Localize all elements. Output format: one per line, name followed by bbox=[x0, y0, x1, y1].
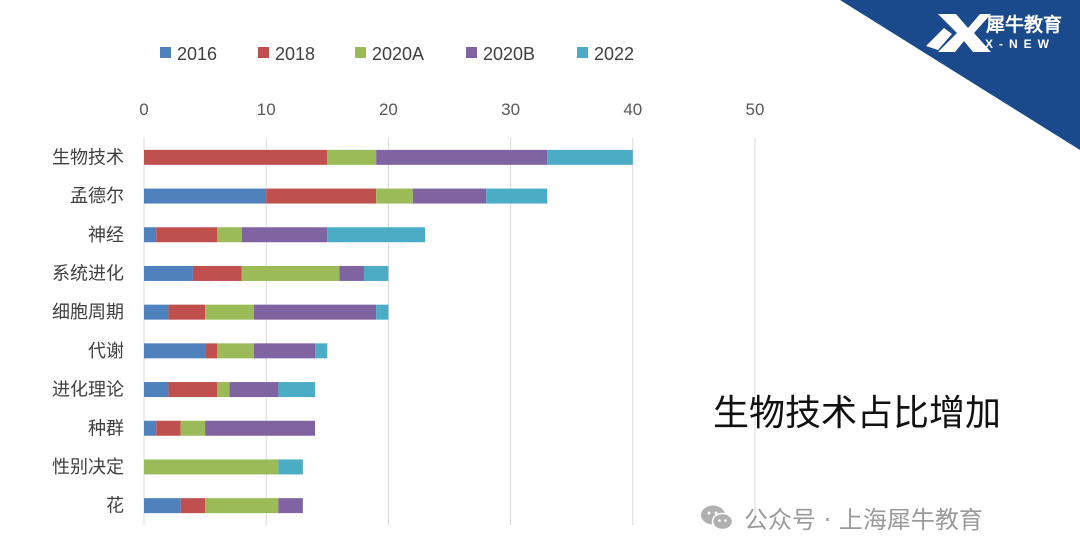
x-tick-label: 30 bbox=[501, 100, 520, 119]
bar-segment-2020B bbox=[376, 149, 548, 165]
chart-legend: 2016 2018 2020A 2020B 2022 bbox=[160, 44, 634, 64]
legend-item-2020A: 2020A bbox=[355, 44, 424, 64]
category-label: 孟德尔 bbox=[70, 186, 124, 207]
category-label: 花 bbox=[106, 496, 124, 517]
bar-segment-2020A bbox=[205, 498, 279, 514]
chart-bars bbox=[144, 149, 633, 514]
bar-segment-2020A bbox=[180, 420, 206, 436]
watermark: 公众号 · 上海犀牛教育 bbox=[700, 500, 983, 535]
bar-segment-2020A bbox=[205, 304, 254, 320]
x-axis-ticks: 0 10 20 30 40 50 bbox=[139, 100, 764, 119]
x-tick-label: 10 bbox=[257, 100, 276, 119]
category-label: 种群 bbox=[88, 418, 124, 439]
chart-annotation: 生物技术占比增加 bbox=[713, 393, 1002, 434]
legend-swatch bbox=[577, 47, 588, 58]
bar-segment-2016 bbox=[144, 265, 193, 281]
watermark-text: 公众号 · 上海犀牛教育 bbox=[744, 506, 983, 534]
bar-segment-2018 bbox=[180, 498, 206, 514]
bar-segment-2020B bbox=[205, 420, 316, 436]
bar-segment-2020A bbox=[217, 382, 230, 398]
bar-segment-2020B bbox=[253, 304, 377, 320]
legend-item-2020B: 2020B bbox=[466, 44, 535, 64]
bar-segment-2022 bbox=[376, 304, 389, 320]
bar-segment-2016 bbox=[144, 343, 206, 359]
category-label: 进化理论 bbox=[52, 380, 124, 401]
bar-segment-2020B bbox=[339, 265, 364, 281]
bar-segment-2020A bbox=[241, 265, 340, 281]
category-label: 细胞周期 bbox=[52, 302, 124, 323]
bar-segment-2018 bbox=[168, 382, 218, 398]
bar-segment-2016 bbox=[144, 304, 169, 320]
bar-segment-2020A bbox=[144, 459, 279, 475]
legend-swatch bbox=[466, 47, 477, 58]
bar-segment-2018 bbox=[156, 420, 181, 436]
legend-label: 2020A bbox=[372, 44, 424, 64]
bar-segment-2016 bbox=[144, 420, 157, 436]
x-tick-label: 0 bbox=[139, 100, 148, 119]
bar-segment-2020A bbox=[376, 188, 413, 204]
category-label: 代谢 bbox=[88, 341, 124, 362]
category-label: 性别决定 bbox=[52, 457, 124, 478]
legend-swatch bbox=[355, 47, 366, 58]
bar-segment-2016 bbox=[144, 498, 181, 514]
corner-logo-banner bbox=[840, 0, 1080, 150]
legend-label: 2018 bbox=[275, 44, 315, 64]
legend-item-2018: 2018 bbox=[258, 44, 315, 64]
bar-segment-2018 bbox=[266, 188, 377, 204]
bar-segment-2022 bbox=[327, 227, 426, 243]
bar-segment-2022 bbox=[363, 265, 389, 281]
legend-label: 2022 bbox=[594, 44, 634, 64]
bar-segment-2022 bbox=[278, 459, 303, 475]
bar-segment-2022 bbox=[278, 382, 316, 398]
wechat-icon bbox=[701, 505, 734, 530]
bar-segment-2020B bbox=[241, 227, 328, 243]
legend-item-2022: 2022 bbox=[577, 44, 634, 64]
bar-segment-2022 bbox=[315, 343, 328, 359]
bar-segment-2020B bbox=[253, 343, 316, 359]
bar-segment-2020A bbox=[327, 149, 377, 165]
bar-segment-2022 bbox=[486, 188, 548, 204]
brand-name: 犀牛教育 bbox=[986, 14, 1063, 36]
xnew-logo-icon bbox=[926, 14, 991, 52]
bar-segment-2018 bbox=[156, 227, 218, 243]
bar-segment-2016 bbox=[144, 382, 169, 398]
legend-swatch bbox=[160, 47, 171, 58]
bar-segment-2020A bbox=[217, 343, 254, 359]
x-tick-label: 20 bbox=[379, 100, 398, 119]
x-tick-label: 40 bbox=[623, 100, 642, 119]
bar-segment-2020A bbox=[217, 227, 242, 243]
bar-segment-2022 bbox=[547, 149, 633, 165]
bar-segment-2018 bbox=[144, 149, 328, 165]
legend-label: 2020B bbox=[483, 44, 535, 64]
legend-label: 2016 bbox=[177, 44, 217, 64]
category-label: 生物技术 bbox=[52, 147, 124, 168]
bar-segment-2020B bbox=[278, 498, 303, 514]
category-label: 神经 bbox=[88, 225, 124, 246]
bar-segment-2016 bbox=[144, 188, 267, 204]
x-tick-label: 50 bbox=[746, 100, 765, 119]
bar-segment-2020B bbox=[229, 382, 279, 398]
brand-name-en: X-NEW bbox=[985, 37, 1055, 51]
bar-segment-2018 bbox=[205, 343, 218, 359]
bar-segment-2018 bbox=[168, 304, 206, 320]
bar-segment-2020B bbox=[412, 188, 487, 204]
bar-segment-2018 bbox=[192, 265, 242, 281]
legend-item-2016: 2016 bbox=[160, 44, 217, 64]
category-label: 系统进化 bbox=[52, 263, 124, 284]
legend-swatch bbox=[258, 47, 269, 58]
bar-segment-2016 bbox=[144, 227, 157, 243]
